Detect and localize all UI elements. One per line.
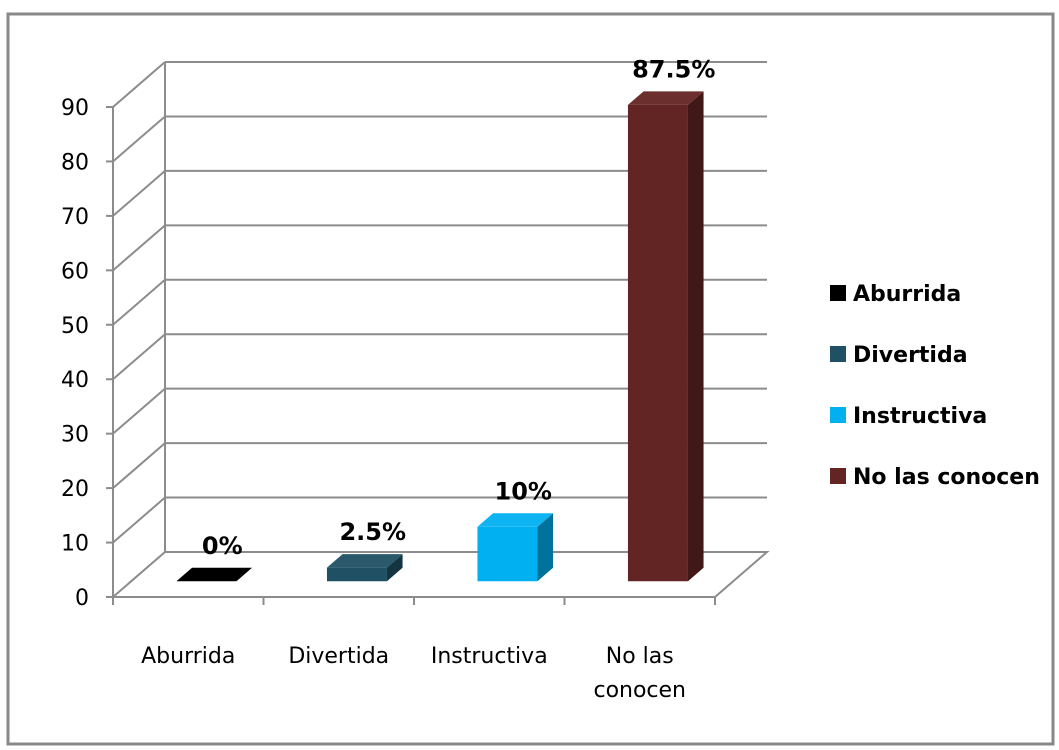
y-tick-label: 40 — [61, 368, 89, 393]
legend-swatch — [830, 346, 846, 362]
data-label: 87.5% — [632, 55, 715, 83]
gridline-side — [112, 496, 166, 544]
y-tick-label: 10 — [61, 532, 89, 557]
y-tick-label: 80 — [61, 150, 89, 175]
legend-label: Divertida — [853, 343, 968, 368]
y-tick-label: 70 — [61, 205, 89, 230]
legend: Aburrida Divertida Instructiva No las conoc… — [830, 282, 1040, 490]
y-tick-label: 0 — [75, 586, 89, 611]
legend-item: No las conocen — [830, 465, 1040, 490]
bar-1 — [176, 567, 253, 582]
gridline-side — [112, 333, 166, 380]
gridline-side — [112, 224, 166, 272]
bar-front — [326, 567, 387, 582]
bar-top — [176, 567, 253, 582]
legend-swatch — [830, 407, 846, 423]
x-tick-label: Divertida — [288, 644, 389, 669]
data-labels: 0% 2.5% 10% 87.5% — [202, 55, 716, 559]
x-tick-label: Instructiva — [431, 644, 548, 669]
data-label: 0% — [202, 532, 243, 560]
bars — [176, 91, 704, 582]
legend-item: Instructiva — [830, 404, 987, 429]
x-tick-label: conocen — [593, 678, 686, 703]
legend-label: No las conocen — [853, 465, 1040, 490]
data-label: 2.5% — [339, 518, 406, 546]
bar-top — [326, 554, 403, 568]
gridline-side — [112, 170, 166, 217]
data-label: 10% — [495, 477, 552, 505]
y-tick-label: 60 — [61, 259, 89, 284]
legend-label: Aburrida — [853, 282, 961, 307]
bar-front — [477, 526, 538, 582]
x-axis-tick-labels: Aburrida Divertida Instructiva No las conoce… — [141, 644, 686, 703]
y-tick-label: 90 — [61, 96, 89, 121]
gridline-side — [112, 61, 166, 108]
bar-4 — [627, 91, 704, 582]
bar-top — [627, 91, 704, 105]
bar-front — [627, 104, 688, 582]
legend-swatch — [830, 285, 846, 301]
gridline-side — [112, 279, 166, 326]
legend-label: Instructiva — [853, 404, 987, 429]
y-tick-label: 20 — [61, 477, 89, 502]
legend-swatch — [830, 468, 846, 484]
legend-item: Divertida — [830, 343, 968, 368]
gridline-side — [112, 442, 166, 489]
axes — [106, 106, 716, 605]
chart-border — [6, 12, 1055, 746]
bar-side — [386, 554, 403, 582]
gridline-side — [112, 387, 166, 435]
gridline-side — [112, 115, 166, 163]
bar-3 — [477, 513, 554, 582]
y-axis-tick-labels: 0 10 20 30 40 50 60 70 80 90 — [61, 96, 89, 611]
bar-2 — [326, 554, 403, 582]
bar-side — [537, 513, 554, 582]
x-tick-label: No las — [606, 644, 674, 669]
bar-top — [477, 513, 554, 527]
bar-side — [687, 91, 704, 582]
y-tick-label: 50 — [61, 314, 89, 339]
y-tick-label: 30 — [61, 423, 89, 448]
legend-item: Aburrida — [830, 282, 961, 307]
x-tick-label: Aburrida — [141, 644, 235, 669]
